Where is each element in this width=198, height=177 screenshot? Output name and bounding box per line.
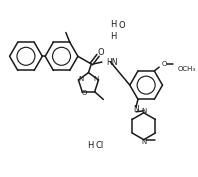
Text: N: N [141,139,146,145]
Text: O: O [161,61,167,67]
Text: N: N [141,108,146,114]
Text: O: O [82,90,87,96]
Text: H: H [110,20,117,29]
Text: N: N [93,76,98,82]
Text: O: O [119,21,125,30]
Text: O: O [98,48,104,57]
Text: Cl: Cl [96,141,104,150]
Text: HN: HN [107,58,118,67]
Text: OCH₃: OCH₃ [178,66,196,72]
Text: H: H [110,32,117,41]
Text: N: N [79,76,84,82]
Text: H: H [87,141,94,150]
Text: N: N [133,105,139,114]
